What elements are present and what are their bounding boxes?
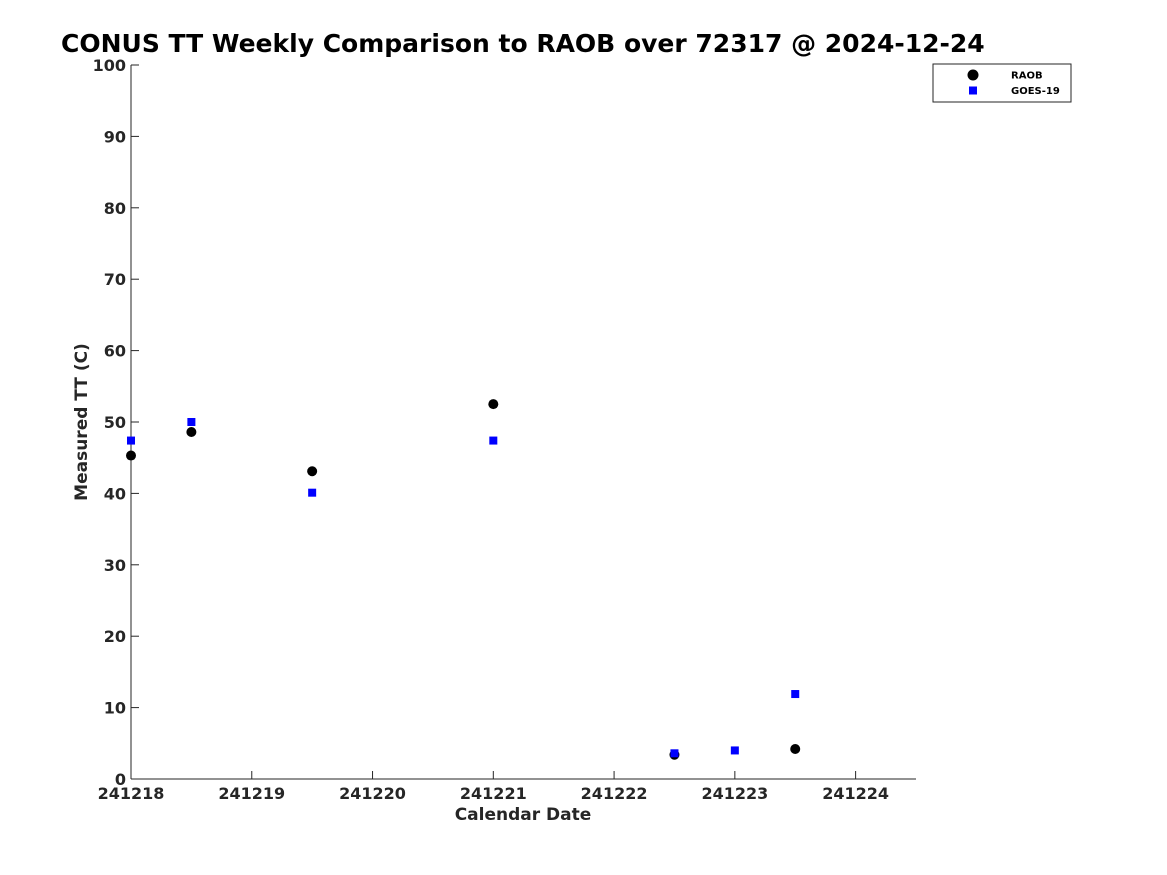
y-axis-ticks: 0 10 20 30 40 50 60 70 80 90 100 bbox=[93, 56, 139, 789]
goes-19-point bbox=[670, 749, 679, 758]
x-tick-label: 241223 bbox=[701, 784, 768, 803]
raob-point bbox=[186, 426, 197, 437]
x-axis-ticks: 241218 241219 241220 241221 241222 241223 2412… bbox=[98, 771, 889, 803]
y-tick-label: 80 bbox=[104, 199, 126, 218]
goes-19-point bbox=[730, 746, 739, 755]
legend-box bbox=[932, 63, 1072, 103]
legend-label-goes-19: GOES-19 bbox=[1011, 86, 1060, 97]
y-tick-label: 90 bbox=[104, 127, 126, 146]
raob-point bbox=[307, 466, 318, 477]
goes-19-point bbox=[489, 436, 498, 445]
data-points bbox=[126, 399, 801, 760]
raob-point bbox=[126, 450, 136, 461]
y-tick-label: 100 bbox=[93, 56, 126, 75]
x-tick-label: 241221 bbox=[460, 784, 527, 803]
goes-19-point bbox=[791, 690, 800, 699]
legend-marker-goes-19 bbox=[969, 86, 977, 95]
plot-axes bbox=[130, 65, 916, 780]
y-axis-label: Measured TT (C) bbox=[72, 343, 92, 501]
x-tick-label: 241222 bbox=[581, 784, 648, 803]
y-tick-label: 0 bbox=[115, 770, 126, 789]
legend-label-raob: RAOB bbox=[1011, 71, 1043, 82]
goes-19-point bbox=[127, 436, 135, 445]
legend: RAOB GOES-19 bbox=[932, 63, 1072, 103]
raob-point bbox=[488, 399, 499, 410]
y-tick-label: 70 bbox=[104, 270, 126, 289]
y-tick-label: 40 bbox=[104, 484, 126, 503]
legend-marker-raob bbox=[967, 69, 979, 81]
y-tick-label: 50 bbox=[104, 413, 126, 432]
y-tick-label: 30 bbox=[104, 556, 126, 575]
x-tick-label: 241224 bbox=[822, 784, 889, 803]
y-tick-label: 10 bbox=[104, 699, 126, 718]
x-tick-label: 241218 bbox=[98, 784, 165, 803]
y-tick-label: 60 bbox=[104, 342, 126, 361]
goes-19-point bbox=[187, 418, 196, 426]
chart-title: CONUS TT Weekly Comparison to RAOB over … bbox=[61, 29, 985, 58]
x-axis-label: Calendar Date bbox=[455, 805, 592, 825]
y-tick-label: 20 bbox=[104, 627, 126, 646]
goes-19-point bbox=[308, 488, 317, 497]
x-tick-label: 241220 bbox=[339, 784, 406, 803]
raob-point bbox=[790, 744, 801, 755]
x-tick-label: 241219 bbox=[218, 784, 285, 803]
